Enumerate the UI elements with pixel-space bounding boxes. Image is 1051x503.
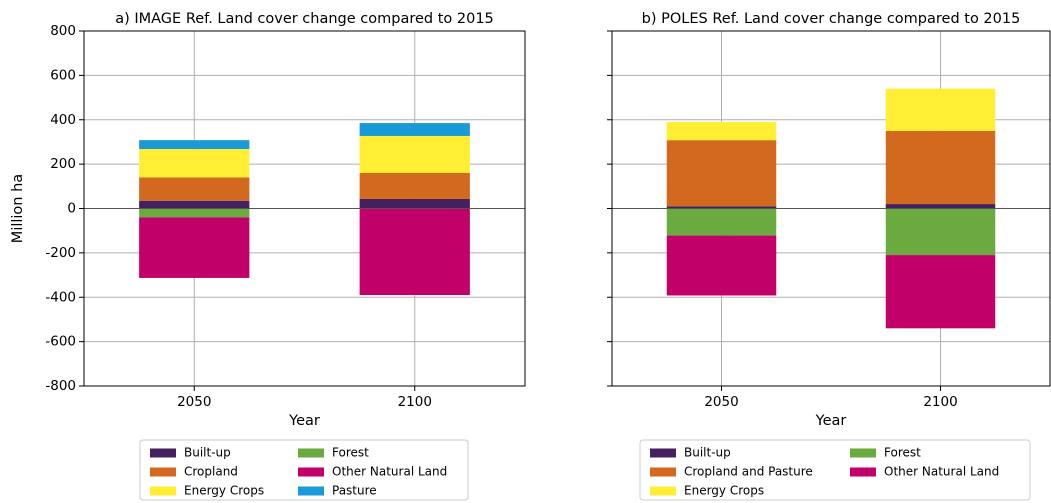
legend-label: Other Natural Land: [332, 465, 447, 479]
bar-segment: [666, 235, 777, 296]
x-axis-label: Year: [288, 413, 320, 429]
bar-segment: [139, 217, 250, 278]
bar-segment: [666, 121, 777, 141]
y-tick-label: -600: [45, 334, 76, 350]
y-tick-label: 600: [50, 67, 76, 83]
legend-swatch: [150, 486, 176, 496]
y-tick-label: -200: [45, 245, 76, 261]
legend-box: [639, 439, 1031, 501]
legend-swatch: [650, 486, 676, 496]
legend-swatch: [650, 467, 676, 477]
bar-segment: [139, 149, 250, 178]
bar-segment: [139, 177, 250, 201]
legend-label: Built-up: [684, 446, 731, 460]
y-tick-label: -800: [45, 378, 76, 394]
y-tick-label: 0: [67, 201, 76, 217]
legend-swatch: [150, 467, 176, 477]
bar-segment: [139, 208, 250, 218]
legend-label: Cropland: [184, 465, 238, 479]
y-axis-label: Million ha: [10, 174, 26, 243]
x-axis-label: Year: [815, 413, 847, 429]
legend-swatch: [298, 486, 324, 496]
legend-swatch: [150, 448, 176, 458]
legend-swatch: [850, 448, 876, 458]
x-tick-label: 2050: [704, 394, 738, 410]
bar-segment: [359, 208, 470, 296]
y-tick-label: 800: [50, 23, 76, 39]
legend-swatch: [650, 448, 676, 458]
legend-label: Other Natural Land: [884, 465, 999, 479]
bar-segment: [666, 140, 777, 207]
bar-segment: [885, 88, 996, 131]
bar-segment: [885, 255, 996, 329]
bar-segment: [666, 208, 777, 236]
y-tick-label: -400: [45, 289, 76, 305]
legend-swatch: [850, 467, 876, 477]
legend-swatch: [298, 467, 324, 477]
x-tick-label: 2100: [923, 394, 957, 410]
bar-segment: [359, 135, 470, 173]
legend-label: Built-up: [184, 446, 231, 460]
bar-segment: [885, 204, 996, 209]
legend-label: Energy Crops: [184, 484, 264, 498]
legend-label: Forest: [332, 446, 369, 460]
bar-segment: [885, 130, 996, 205]
x-tick-label: 2100: [398, 394, 432, 410]
legend-label: Forest: [884, 446, 921, 460]
plot-frame: [83, 30, 526, 387]
plot-frame: [611, 30, 1051, 387]
legend-label: Energy Crops: [684, 484, 764, 498]
legend-label: Pasture: [332, 484, 377, 498]
bar-segment: [359, 123, 470, 136]
bar-segment: [666, 206, 777, 209]
bar-segment: [139, 200, 250, 209]
legend-swatch: [298, 448, 324, 458]
y-tick-label: 400: [50, 112, 76, 128]
chart-title: b) POLES Ref. Land cover change compared…: [642, 11, 1021, 27]
legend-label: Cropland and Pasture: [684, 465, 813, 479]
x-tick-label: 2050: [177, 394, 211, 410]
y-tick-label: 200: [50, 156, 76, 172]
chart-title: a) IMAGE Ref. Land cover change compared…: [115, 11, 494, 27]
bar-segment: [359, 173, 470, 199]
bar-segment: [359, 198, 470, 209]
bar-segment: [885, 208, 996, 256]
bar-segment: [139, 140, 250, 150]
